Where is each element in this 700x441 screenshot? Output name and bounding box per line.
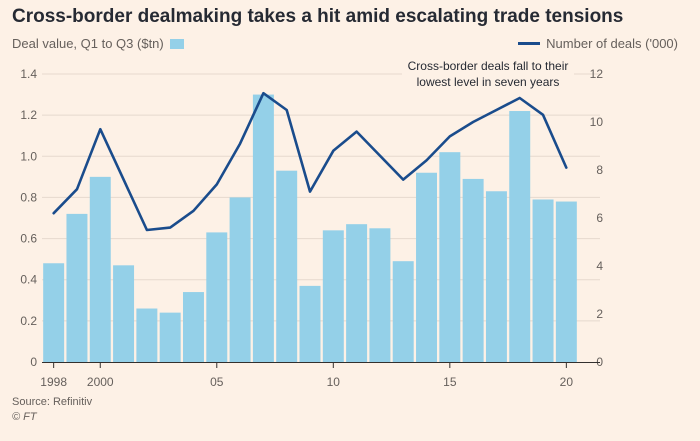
y-left-tick-label: 0.2 [20,314,37,328]
y-right-tick-label: 4 [596,259,603,273]
bar [299,285,321,362]
bar [555,201,577,362]
y-left-tick-label: 0 [30,355,37,369]
bar [206,232,228,362]
axis-layer: 00.20.40.60.81.01.21.4024681012199820000… [20,67,603,389]
legend-bars-swatch [169,38,184,49]
bar [89,176,111,362]
bar [485,191,507,362]
legend-line-label: Number of deals ('000) [546,36,678,51]
bars-layer [43,94,577,363]
y-left-tick-label: 1.2 [20,108,37,122]
x-tick-label: 1998 [40,375,67,389]
source-note: Source: Refinitiv [12,396,93,408]
bar [369,228,391,362]
legend-line-swatch [518,42,541,45]
annotation-line-2: lowest level in seven years [417,75,560,89]
legend-line: Number of deals ('000) [518,36,678,51]
bar [532,199,554,362]
credit-note: © FT [12,411,37,423]
y-right-tick-label: 2 [596,307,603,321]
line-layer [52,91,568,232]
y-left-tick-label: 0.6 [20,232,37,246]
bar [509,111,531,363]
x-tick-label: 2000 [87,375,114,389]
bar [182,292,204,362]
y-left-tick-label: 1.4 [20,67,37,81]
y-left-tick-label: 0.8 [20,190,37,204]
legend-bars: Deal value, Q1 to Q3 ($tn) [12,36,184,51]
y-left-tick-label: 1.0 [20,149,37,163]
y-right-tick-label: 6 [596,211,603,225]
x-tick-label: 20 [560,375,574,389]
y-right-tick-label: 8 [596,163,603,177]
x-tick-label: 10 [327,375,341,389]
chart-title: Cross-border dealmaking takes a hit amid… [12,6,624,27]
annotation-line-1: Cross-border deals fall to their [408,59,569,73]
bar [322,230,344,362]
bar [113,265,135,362]
bar [392,261,414,362]
x-tick-label: 15 [443,375,457,389]
deals-line [52,91,568,232]
y-right-tick-label: 12 [590,67,604,81]
annotation: Cross-border deals fall to their lowest … [402,55,574,95]
bar [159,312,181,362]
x-tick-label: 05 [210,375,224,389]
y-left-tick-label: 0.4 [20,273,37,287]
annotation-box [402,55,574,95]
bar [43,263,65,362]
bar [136,308,158,362]
bar [252,94,274,363]
bar [439,152,461,362]
bar [66,213,88,362]
bar [229,197,251,362]
bar [416,172,438,362]
bar [276,170,298,362]
y-right-tick-label: 10 [590,115,604,129]
bar [462,178,484,362]
bar [346,224,368,362]
legend-bars-label: Deal value, Q1 to Q3 ($tn) [12,36,164,51]
